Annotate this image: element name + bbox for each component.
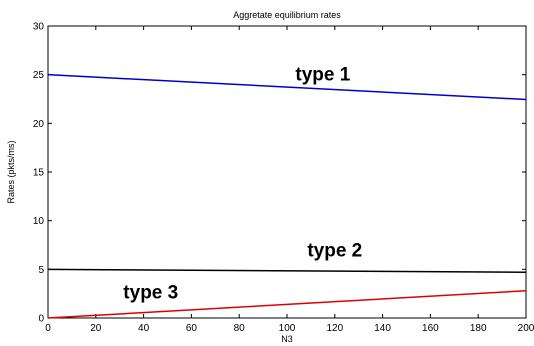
series-layer [47, 73, 527, 319]
x-tick-label: 60 [186, 323, 198, 334]
series-line-type-2 [47, 268, 527, 273]
x-tick-label: 200 [518, 323, 534, 334]
x-tick-label: 160 [422, 323, 439, 334]
x-axis: 0 20 40 60 80 100 120 140 160 180 200 [45, 26, 534, 334]
x-tick-label: 0 [45, 323, 51, 334]
y-tick-label: 5 [38, 265, 44, 276]
y-tick-label: 15 [33, 168, 45, 179]
x-axis-title: N3 [281, 334, 293, 344]
annotation-layer: type 1 type 2 type 3 [123, 65, 362, 304]
y-axis-title: Rates (pkts/ms) [6, 140, 16, 203]
series-annotation: type 1 [295, 65, 350, 86]
y-tick-label: 30 [33, 22, 45, 33]
x-tick-label: 40 [138, 323, 150, 334]
y-tick-label: 20 [33, 119, 45, 130]
plot-frame [47, 25, 527, 319]
x-tick-label: 120 [326, 323, 343, 334]
x-tick-label: 180 [470, 323, 487, 334]
y-tick-label: 0 [38, 314, 44, 325]
series-line-type-3 [47, 290, 527, 319]
x-tick-label: 140 [374, 323, 391, 334]
y-tick-label: 25 [33, 70, 45, 81]
x-tick-label: 100 [279, 323, 296, 334]
y-axis: 0 5 10 15 20 25 30 [33, 22, 526, 325]
series-annotation: type 2 [307, 241, 362, 262]
series-annotation: type 3 [123, 283, 178, 304]
y-tick-label: 10 [33, 216, 45, 227]
x-tick-label: 20 [90, 323, 102, 334]
series-line-type-1 [47, 73, 527, 101]
x-tick-label: 80 [234, 323, 246, 334]
chart-title: Aggretate equilibrium rates [233, 10, 341, 20]
